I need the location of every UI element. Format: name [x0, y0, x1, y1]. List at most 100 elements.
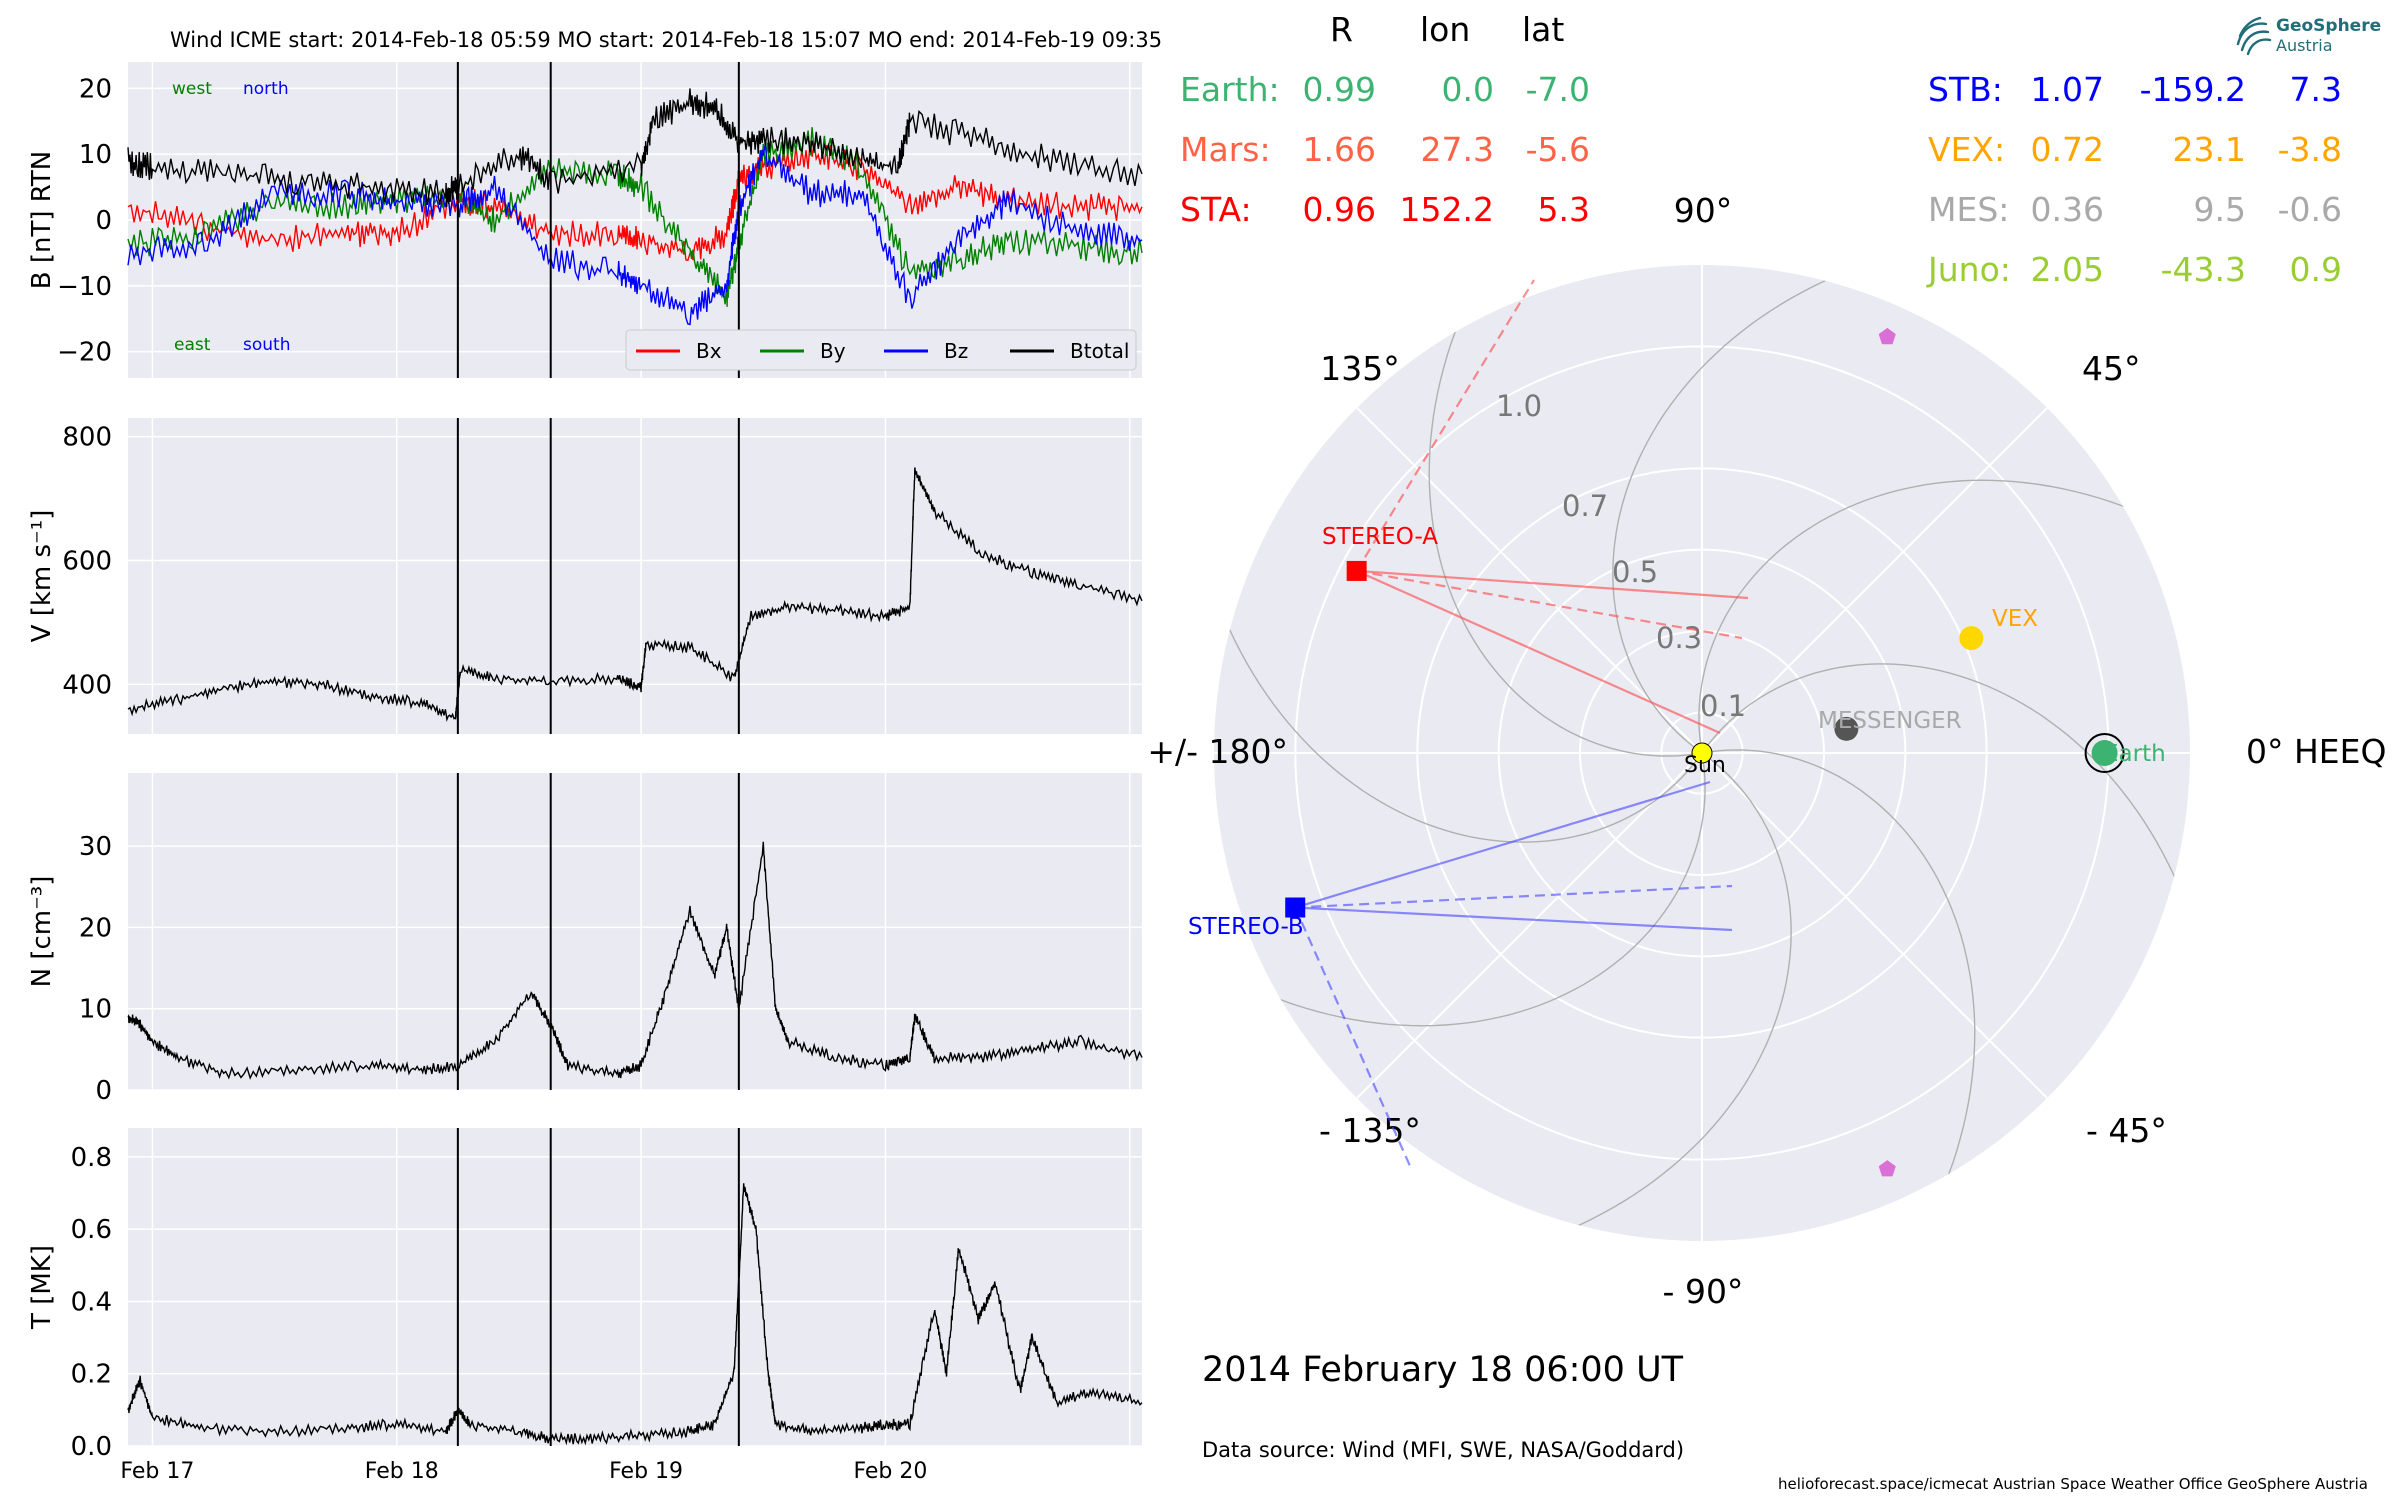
row-lat: -7.0: [1525, 70, 1590, 109]
parker-spiral-line: [1612, 265, 2086, 754]
observer-fov-line: [1356, 569, 1749, 600]
row-name: MES:: [1928, 190, 2010, 229]
y-tick-label: 0: [95, 1076, 112, 1106]
figure-header: Wind ICME start: 2014-Feb-18 05:59 MO st…: [170, 28, 1163, 52]
row-name: Juno:: [1928, 250, 2011, 289]
footer-credits: helioforecast.space/icmecat Austrian Spa…: [1778, 1475, 2368, 1493]
y-tick-label: 800: [62, 423, 112, 453]
parker-spiral-line: [1701, 663, 2190, 1137]
plot-date: 2014 February 18 06:00 UT: [1202, 1350, 1684, 1390]
annotation-west: west: [172, 79, 212, 99]
panel-3: 0 10 20 30 N [cm⁻³]: [27, 773, 1143, 1106]
pentagon-marker: [1878, 1160, 1896, 1177]
series-line-Bz: [127, 143, 1143, 326]
row-lat: 7.3: [2289, 70, 2342, 109]
series-line-data: [127, 1183, 1143, 1446]
row-name: VEX:: [1928, 130, 2006, 169]
y-tick-label: 20: [79, 74, 112, 104]
panel-4: 0.0 0.2 0.4 0.6 0.8 T [MK] Feb 17 Feb 18 Feb 19 F…: [27, 1128, 1143, 1484]
row-name: STA:: [1180, 190, 1252, 229]
row-lat: -3.8: [2277, 130, 2342, 169]
sun-marker: [1691, 742, 1713, 764]
y-tick-label: 10: [79, 140, 112, 170]
angle-label: 0° HEEQ: [2246, 732, 2386, 771]
angular-grid-line: [1356, 752, 1703, 1099]
observer-fov-line: [1356, 569, 1743, 640]
stereo-a-marker: [1346, 560, 1367, 581]
y-tick-label: −10: [57, 272, 112, 302]
row-lon: 0.0: [1441, 70, 1494, 109]
angle-label: 90°: [1674, 191, 1733, 230]
panel-background: [128, 773, 1142, 1090]
observer-fov-line: [1295, 906, 1733, 932]
panel-background: [128, 418, 1142, 734]
body-label: STEREO-B: [1188, 914, 1304, 940]
parker-spiral-line: [1214, 369, 1703, 843]
angle-label: - 45°: [2086, 1111, 2167, 1150]
angle-label: 135°: [1320, 349, 1400, 388]
y-tick-label: 400: [62, 670, 112, 700]
y-tick-label: 20: [79, 913, 112, 943]
radial-tick-label: 0.7: [1562, 489, 1608, 523]
y-tick-label: 0.8: [71, 1143, 112, 1173]
parker-spiral-line: [1698, 479, 2190, 754]
vex-marker: [1959, 626, 1984, 651]
earth-ring: [2084, 733, 2125, 773]
angle-label: - 90°: [1663, 1272, 1744, 1311]
panel-1: 20 10 0 −10 −20 B [nT] RTN west north east south B…: [27, 62, 1143, 378]
panel-2: 400 600 800 V [km s⁻¹]: [27, 418, 1143, 734]
radial-tick-label: 0.5: [1612, 555, 1658, 589]
row-lat: 0.9: [2289, 250, 2342, 289]
row-r: 1.66: [1302, 130, 1376, 169]
body-label: Sun: [1684, 753, 1726, 778]
legend-label: Bz: [944, 339, 968, 363]
row-name: Earth:: [1180, 70, 1280, 109]
y-axis-label: B [nT] RTN: [27, 151, 57, 290]
y-tick-label: 600: [62, 547, 112, 577]
angular-grid-line: [1701, 752, 2048, 1099]
series-line-Btotal: [127, 88, 1143, 207]
body-label: STEREO-A: [1322, 524, 1438, 550]
angular-grid-line: [1701, 407, 2048, 754]
col-header-lon: lon: [1420, 10, 1471, 49]
parker-spiral-line: [1214, 752, 1706, 1027]
logo-line1: GeoSphere: [2276, 16, 2382, 36]
y-tick-label: −20: [57, 338, 112, 368]
body-label: Earth: [2104, 741, 2166, 767]
x-tick-label: Feb 20: [853, 1459, 927, 1484]
logo-icon: [2236, 16, 2272, 56]
series-line-data: [127, 467, 1143, 722]
row-lon: 9.5: [2193, 190, 2246, 229]
row-r: 0.72: [2030, 130, 2104, 169]
pentagon-marker: [1878, 327, 1896, 345]
messenger-marker: [1834, 716, 1859, 741]
y-tick-label: 10: [79, 995, 112, 1025]
x-tick-label: Feb 18: [365, 1459, 439, 1484]
row-lat: -0.6: [2277, 190, 2342, 229]
y-axis-label: N [cm⁻³]: [27, 876, 57, 988]
col-header-lat: lat: [1522, 10, 1565, 49]
row-r: 2.05: [2030, 250, 2104, 289]
radial-tick-label: 0.1: [1700, 689, 1746, 723]
row-lon: -43.3: [2160, 250, 2246, 289]
y-tick-label: 0.4: [71, 1287, 112, 1317]
parker-spiral-line: [1318, 752, 1792, 1241]
row-lon: 152.2: [1399, 190, 1494, 229]
row-r: 0.99: [1302, 70, 1376, 109]
col-header-r: R: [1330, 10, 1353, 49]
y-tick-label: 0: [95, 206, 112, 236]
row-lat: -5.6: [1525, 130, 1590, 169]
parker-spiral-line: [1428, 265, 1703, 757]
row-name: Mars:: [1180, 130, 1271, 169]
angle-label: +/- 180°: [1147, 732, 1288, 771]
y-axis-label: T [MK]: [27, 1245, 57, 1330]
row-lat: 5.3: [1537, 190, 1590, 229]
angular-grid-line: [1356, 407, 1703, 754]
legend: Bx By Bz Btotal: [625, 329, 1137, 371]
logo-line2: Austria: [2276, 36, 2333, 55]
annotation-east: east: [174, 335, 211, 355]
row-r: 1.07: [2030, 70, 2104, 109]
body-label: VEX: [1992, 606, 2038, 632]
row-lon: 27.3: [1420, 130, 1494, 169]
